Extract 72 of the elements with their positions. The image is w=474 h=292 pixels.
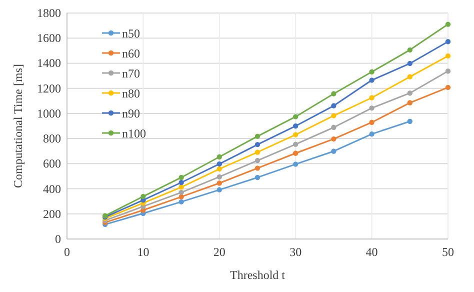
point xyxy=(140,194,146,200)
point xyxy=(293,142,298,147)
point xyxy=(254,134,260,139)
point xyxy=(369,95,374,100)
point xyxy=(254,142,260,148)
point xyxy=(216,174,222,180)
point xyxy=(369,131,374,137)
point xyxy=(445,22,451,27)
x-tick-label: 10 xyxy=(137,245,150,259)
legend-label: n70 xyxy=(122,66,140,80)
y-tick-label: 1600 xyxy=(37,31,61,46)
point xyxy=(178,190,184,196)
point xyxy=(331,124,336,130)
point xyxy=(407,90,412,96)
legend-label: n50 xyxy=(122,26,140,40)
point xyxy=(178,174,184,180)
point xyxy=(369,78,374,83)
point xyxy=(293,162,298,167)
point xyxy=(293,114,298,120)
point xyxy=(216,166,222,172)
point xyxy=(254,158,260,164)
y-tick-label: 1000 xyxy=(37,106,61,120)
point xyxy=(254,174,260,180)
point xyxy=(445,53,451,59)
x-axis-title: Threshold t xyxy=(230,268,286,282)
y-tick-label: 400 xyxy=(43,182,61,196)
y-tick-label: 1400 xyxy=(37,56,61,70)
point xyxy=(331,136,336,142)
point xyxy=(407,74,412,80)
x-tick-label: 20 xyxy=(213,245,226,259)
y-tick-label: 800 xyxy=(43,132,61,146)
point xyxy=(254,166,260,171)
point xyxy=(178,184,184,190)
point xyxy=(407,60,412,66)
legend-label: n90 xyxy=(122,106,140,120)
point xyxy=(216,154,222,160)
point xyxy=(216,187,222,192)
point xyxy=(369,69,374,74)
point xyxy=(445,84,451,90)
point xyxy=(254,150,260,155)
y-tick-label: 1800 xyxy=(37,6,61,20)
point xyxy=(369,105,374,111)
point xyxy=(407,100,412,106)
y-tick-label: 600 xyxy=(43,156,61,171)
point xyxy=(216,161,222,167)
point xyxy=(407,118,412,124)
point xyxy=(331,113,336,118)
legend-label: n100 xyxy=(122,126,146,140)
point xyxy=(445,39,451,44)
point xyxy=(369,120,374,125)
y-axis-title: Computational Time [ms] xyxy=(11,64,25,188)
legend-label: n60 xyxy=(122,46,140,60)
point xyxy=(331,148,336,154)
point xyxy=(178,180,184,186)
y-tick-label: 0 xyxy=(55,232,61,246)
point xyxy=(445,68,451,74)
x-tick-label: 40 xyxy=(366,245,378,259)
x-tick-label: 50 xyxy=(442,245,454,259)
x-tick-label: 30 xyxy=(290,245,302,259)
y-tick-label: 200 xyxy=(43,206,61,221)
legend-label: n80 xyxy=(122,86,140,100)
y-tick-label: 1200 xyxy=(37,81,61,96)
point xyxy=(178,199,184,204)
point xyxy=(178,194,184,200)
point xyxy=(331,91,336,96)
point xyxy=(407,47,412,53)
point xyxy=(293,132,298,138)
point xyxy=(293,123,298,129)
point xyxy=(216,180,222,186)
x-tick-label: 0 xyxy=(64,245,70,259)
point xyxy=(293,150,298,156)
point xyxy=(331,103,336,108)
